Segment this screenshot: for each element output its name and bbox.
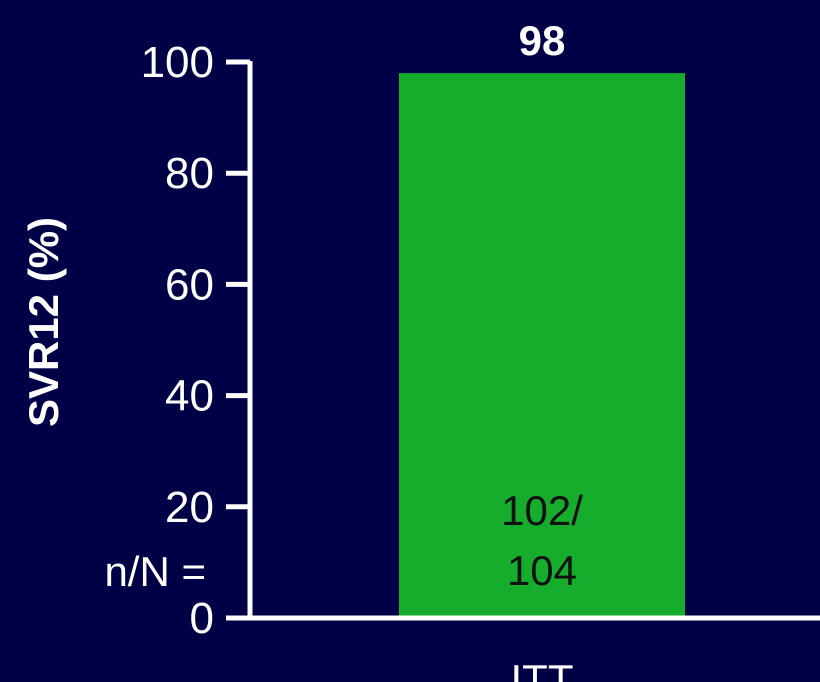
bar-annotation-line: 104	[507, 547, 577, 594]
row-label: n/N =	[104, 548, 206, 595]
y-axis-title: SVR12 (%)	[20, 217, 67, 427]
bar-annotation-line: 102/	[501, 487, 583, 534]
y-tick-label: 80	[165, 149, 214, 198]
y-tick-label: 40	[165, 372, 214, 421]
x-tick-label: ITT	[511, 656, 574, 682]
bar-itt	[399, 73, 685, 618]
data-label: 98	[519, 17, 566, 64]
y-tick-label: 60	[165, 260, 214, 309]
y-tick-label: 100	[141, 38, 214, 87]
y-tick-label: 0	[190, 594, 214, 643]
y-tick-label: 20	[165, 483, 214, 532]
bars-group	[399, 73, 685, 618]
